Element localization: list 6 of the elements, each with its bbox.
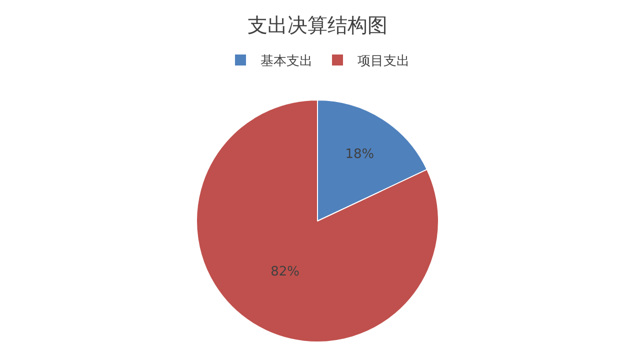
legend-label: 项目支出: [358, 54, 410, 70]
chart-title: 支出决算结构图: [248, 13, 388, 37]
data-label: 82%: [270, 264, 300, 280]
legend-label: 基本支出: [260, 54, 312, 70]
pie-slice: [196, 100, 439, 342]
data-label: 18%: [345, 146, 374, 162]
